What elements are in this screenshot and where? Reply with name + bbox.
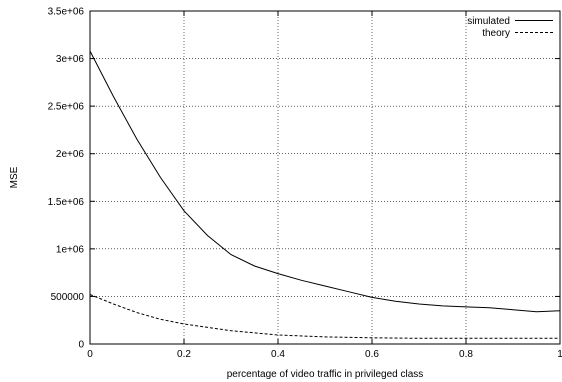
series-lines [89,50,561,339]
y-tick-label: 0 [78,340,84,351]
legend-label-theory: theory [482,28,510,39]
legend-label-simulated: simulated [467,16,510,27]
tick-labels: 0 0.2 0.4 0.6 0.8 1 0 500000 1e+06 1.5e+06 2e+06 2.… [48,7,562,361]
y-tick-label: 1.5e+06 [48,197,85,208]
x-axis-label: percentage of video traffic in privilege… [227,369,424,380]
y-tick-label: 2e+06 [56,149,85,160]
x-tick-label: 0 [87,349,93,360]
plot-frame [89,10,561,345]
x-tick-label: 0.2 [177,349,191,360]
legend: simulated theory [467,16,553,39]
x-tick-label: 0.8 [459,349,473,360]
y-tick-label: 2.5e+06 [48,102,85,113]
x-tick-label: 0.4 [271,349,285,360]
axis-ticks [89,10,561,345]
series-line-theory [89,294,560,339]
y-tick-label: 1e+06 [56,244,85,255]
y-tick-label: 3.5e+06 [48,7,85,18]
series-line-simulated [89,50,561,313]
y-tick-label: 500000 [51,292,85,303]
grid-lines [90,11,560,344]
x-tick-label: 0.6 [365,349,379,360]
y-axis-label: MSE [9,166,20,188]
x-tick-label: 1 [557,349,562,360]
y-tick-label: 3e+06 [56,54,85,65]
